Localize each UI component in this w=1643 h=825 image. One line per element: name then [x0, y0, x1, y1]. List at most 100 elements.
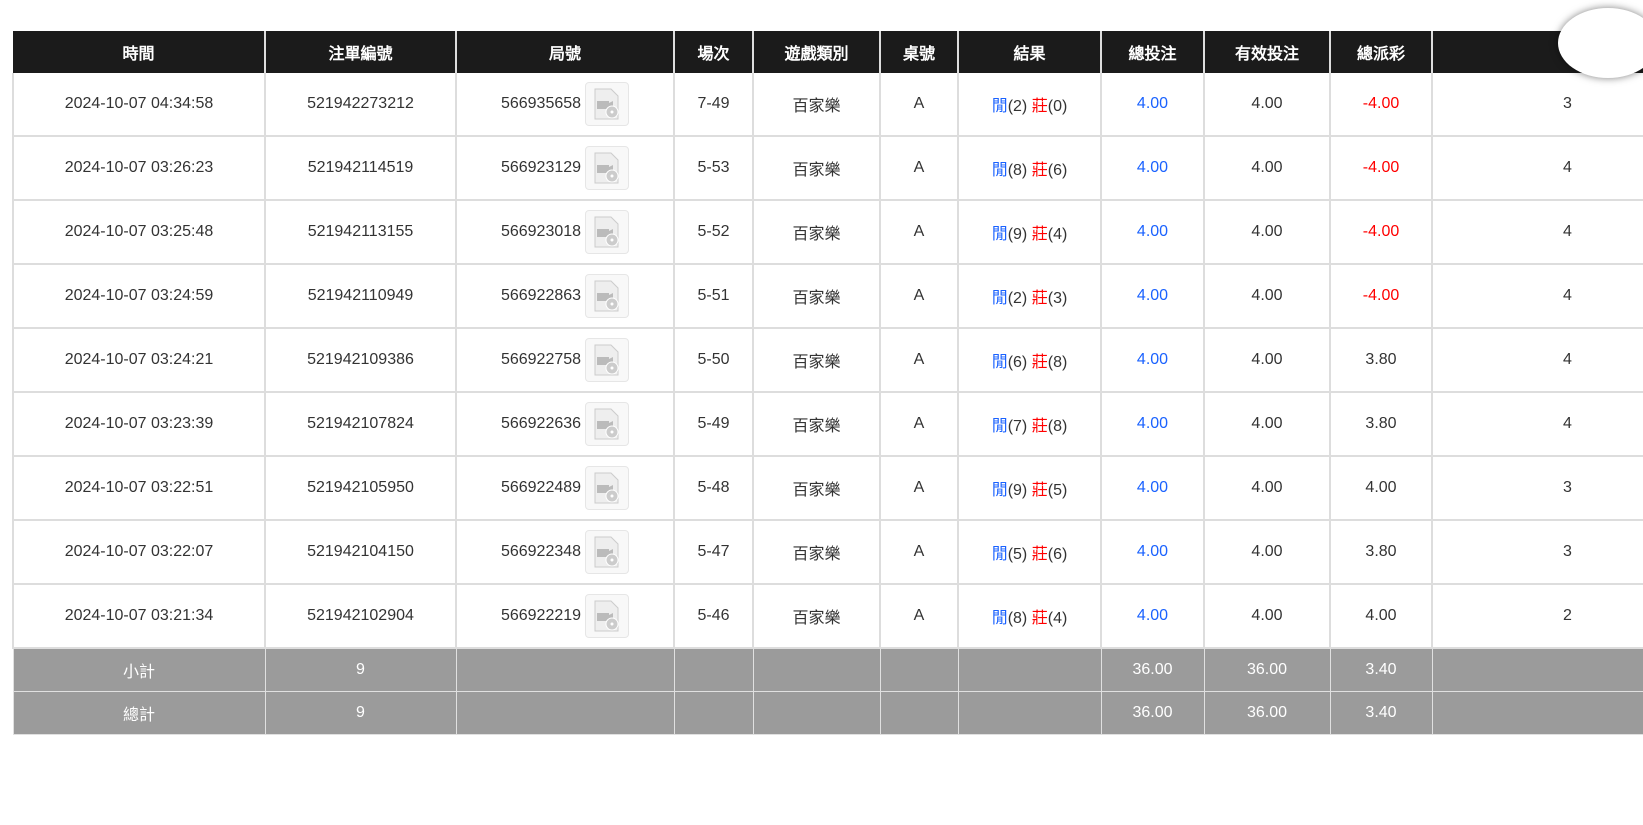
- payout-cell: -4.00: [1329, 200, 1433, 265]
- payout-cell: 3.80: [1329, 328, 1433, 393]
- table-row: 2024-10-07 03:21:34 521942102904 5669222…: [12, 584, 1643, 649]
- order-id-cell: 521942104150: [264, 520, 457, 585]
- order-id-cell: 521942107824: [264, 392, 457, 457]
- table-row: 2024-10-07 03:23:39 521942107824 5669226…: [12, 392, 1643, 457]
- video-file-icon[interactable]: [585, 210, 630, 254]
- video-file-icon[interactable]: [585, 594, 630, 638]
- bet-cell: 4.00: [1100, 584, 1205, 649]
- table-row: 2024-10-07 04:34:58 521942273212 5669356…: [12, 73, 1643, 137]
- table-row: 2024-10-07 03:25:48 521942113155 5669230…: [12, 200, 1643, 265]
- video-file-icon[interactable]: [585, 274, 630, 318]
- game-type-cell: 百家樂: [752, 200, 881, 265]
- payout-cell: -4.00: [1329, 73, 1433, 137]
- valid-bet-cell: 4.00: [1203, 520, 1331, 585]
- column-header: 局號: [456, 31, 675, 73]
- banker-label: 莊: [1031, 354, 1048, 371]
- game-type-cell: 百家樂: [752, 136, 881, 201]
- valid-bet-cell: 4.00: [1203, 264, 1331, 329]
- player-points: (2): [1007, 98, 1028, 115]
- session-cell: 5-50: [673, 328, 754, 393]
- player-label: 閒: [991, 610, 1008, 627]
- valid-bet-cell: 4.00: [1203, 584, 1331, 649]
- result-cell: 閒(9) 莊(4): [957, 200, 1102, 265]
- bet-cell: 4.00: [1100, 328, 1205, 393]
- round-cell: 566922758: [455, 328, 675, 393]
- video-file-icon[interactable]: [585, 530, 630, 574]
- column-header: 桌號: [880, 31, 959, 73]
- player-points: (9): [1007, 482, 1028, 499]
- result-cell: 閒(5) 莊(6): [957, 520, 1102, 585]
- bet-records-table-wrapper: 時間 注單編號 局號 場次 遊戲類別 桌號 結果 總投注 有效投注 總派彩 2024-10-07 …: [12, 31, 1643, 735]
- round-cell: 566922348: [455, 520, 675, 585]
- banker-points: (8): [1047, 354, 1068, 371]
- order-id-cell: 521942109386: [264, 328, 457, 393]
- bet-records-table: 時間 注單編號 局號 場次 遊戲類別 桌號 結果 總投注 有效投注 總派彩 2024-10-07 …: [12, 31, 1643, 735]
- round-number: 566935658: [500, 95, 582, 113]
- subtotal-label: 小計: [12, 647, 266, 692]
- banker-points: (6): [1047, 162, 1068, 179]
- banker-label: 莊: [1031, 98, 1048, 115]
- clipped-cell: 4: [1431, 200, 1643, 265]
- time-cell: 2024-10-07 03:25:48: [12, 200, 266, 265]
- round-number: 566922758: [500, 351, 582, 369]
- banker-label: 莊: [1031, 290, 1048, 307]
- result-cell: 閒(6) 莊(8): [957, 328, 1102, 393]
- result-cell: 閒(2) 莊(3): [957, 264, 1102, 329]
- valid-bet-cell: 4.00: [1203, 456, 1331, 521]
- table-cell: A: [879, 264, 959, 329]
- round-cell: 566923129: [455, 136, 675, 201]
- table-cell: A: [879, 328, 959, 393]
- table-cell: A: [879, 136, 959, 201]
- video-file-icon[interactable]: [585, 146, 630, 190]
- payout-cell: 3.80: [1329, 392, 1433, 457]
- order-id-cell: 521942102904: [264, 584, 457, 649]
- payout-cell: 3.80: [1329, 520, 1433, 585]
- banker-points: (0): [1047, 98, 1068, 115]
- order-id-cell: 521942105950: [264, 456, 457, 521]
- game-type-cell: 百家樂: [752, 520, 881, 585]
- subtotal-bet: 36.00: [1100, 647, 1205, 692]
- bet-cell: 4.00: [1100, 520, 1205, 585]
- session-cell: 7-49: [673, 73, 754, 137]
- game-type-cell: 百家樂: [752, 328, 881, 393]
- game-type-cell: 百家樂: [752, 264, 881, 329]
- video-file-icon[interactable]: [585, 466, 630, 510]
- valid-bet-cell: 4.00: [1203, 73, 1331, 137]
- table-header: 時間 注單編號 局號 場次 遊戲類別 桌號 結果 總投注 有效投注 總派彩: [13, 31, 1643, 73]
- player-points: (6): [1007, 354, 1028, 371]
- clipped-cell: 2: [1431, 584, 1643, 649]
- table-cell: A: [879, 392, 959, 457]
- game-type-cell: 百家樂: [752, 456, 881, 521]
- round-number: 566922348: [500, 543, 582, 561]
- banker-points: (6): [1047, 546, 1068, 563]
- banker-points: (4): [1047, 610, 1068, 627]
- video-file-icon[interactable]: [585, 338, 630, 382]
- valid-bet-cell: 4.00: [1203, 200, 1331, 265]
- round-number: 566922219: [500, 607, 582, 625]
- total-valid: 36.00: [1203, 691, 1331, 735]
- payout-cell: -4.00: [1329, 264, 1433, 329]
- banker-points: (8): [1047, 418, 1068, 435]
- round-number: 566922636: [500, 415, 582, 433]
- video-file-icon[interactable]: [585, 402, 630, 446]
- total-payout: 3.40: [1329, 691, 1433, 735]
- player-points: (8): [1007, 162, 1028, 179]
- session-cell: 5-49: [673, 392, 754, 457]
- round-number: 566923018: [500, 223, 582, 241]
- round-number: 566922863: [500, 287, 582, 305]
- time-cell: 2024-10-07 03:26:23: [12, 136, 266, 201]
- total-bet: 36.00: [1100, 691, 1205, 735]
- order-id-cell: 521942113155: [264, 200, 457, 265]
- table-cell: A: [879, 456, 959, 521]
- player-points: (9): [1007, 226, 1028, 243]
- floating-button[interactable]: [1558, 8, 1643, 78]
- subtotal-payout: 3.40: [1329, 647, 1433, 692]
- result-cell: 閒(2) 莊(0): [957, 73, 1102, 137]
- column-header: 結果: [958, 31, 1102, 73]
- clipped-cell: 4: [1431, 136, 1643, 201]
- clipped-cell: 3: [1431, 73, 1643, 137]
- banker-points: (3): [1047, 290, 1068, 307]
- round-cell: 566922636: [455, 392, 675, 457]
- time-cell: 2024-10-07 04:34:58: [12, 73, 266, 137]
- video-file-icon[interactable]: [585, 82, 630, 126]
